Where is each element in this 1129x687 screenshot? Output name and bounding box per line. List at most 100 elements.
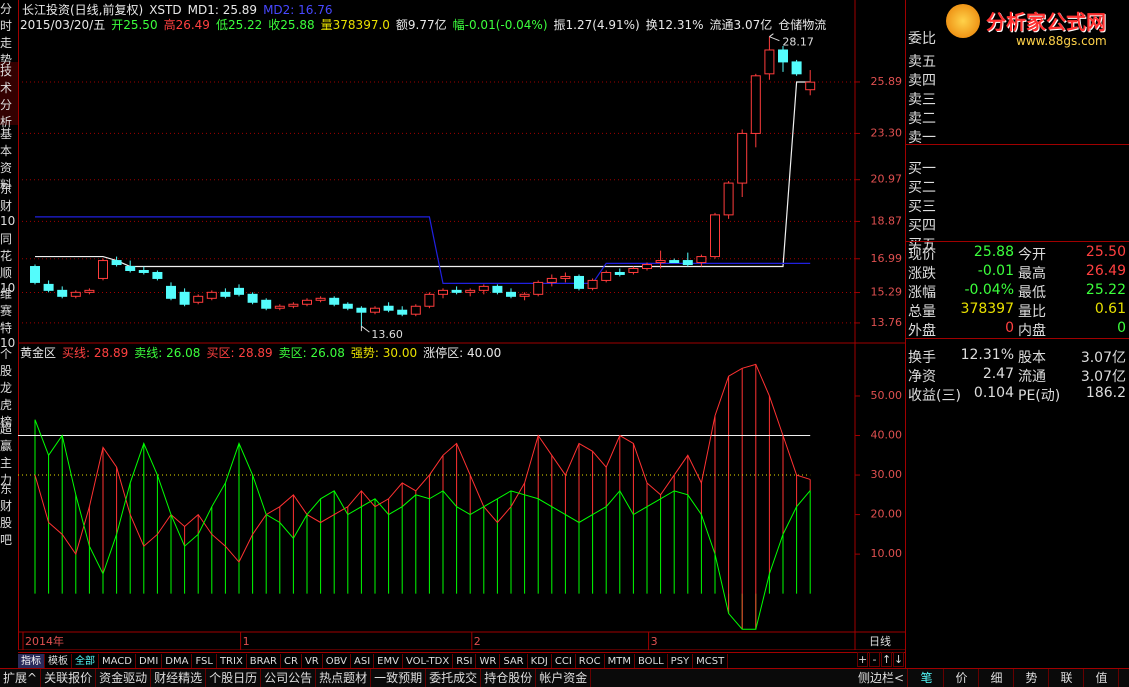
header-text: 额9.77亿: [395, 18, 447, 32]
indicator-tab[interactable]: WR: [476, 654, 501, 669]
bottom-tab[interactable]: 资金驱动: [96, 669, 152, 687]
indicator-tab[interactable]: EMV: [374, 654, 403, 669]
indicator-tab[interactable]: OBV: [323, 654, 351, 669]
candle-body: [315, 297, 326, 301]
header-text: 幅-0.01(-0.04%): [452, 18, 548, 32]
indicator-tab[interactable]: KDJ: [528, 654, 552, 669]
indicator-tab[interactable]: BOLL: [635, 654, 668, 669]
sidebar-tab[interactable]: 维赛特10: [0, 287, 16, 350]
y-tick-label: 10.00: [871, 547, 903, 560]
y-tick-label: 25.89: [871, 75, 903, 88]
x-tick-label: 2: [474, 635, 481, 648]
indicator-tab[interactable]: FSL: [192, 654, 217, 669]
panel-tab[interactable]: 联: [1050, 669, 1084, 687]
sidebar-tab[interactable]: 技术分析: [0, 62, 18, 129]
bottom-tab[interactable]: 帐户资金: [536, 669, 592, 687]
candle-body: [465, 289, 476, 293]
y-tick-label: 20.00: [871, 508, 903, 521]
order-book-label: 卖五: [908, 54, 936, 70]
indicator-tab[interactable]: MTM: [605, 654, 635, 669]
indicator-tab[interactable]: 模板: [45, 654, 72, 669]
bottom-tab[interactable]: 扩展^: [0, 669, 42, 687]
panel-tab[interactable]: 势: [1015, 669, 1049, 687]
indicator-tab[interactable]: DMA: [162, 654, 193, 669]
bottom-tab[interactable]: 持仓股份: [481, 669, 537, 687]
indicator-tab[interactable]: MCST: [693, 654, 729, 669]
indicator-tab[interactable]: 全部: [72, 654, 99, 669]
sidebar-tab[interactable]: 东财10: [0, 182, 16, 228]
indicator-tab[interactable]: VOL-TDX: [403, 654, 454, 669]
indicator-tab[interactable]: PSY: [668, 654, 694, 669]
candle-body: [546, 277, 557, 283]
header-text: 流通3.07亿: [709, 18, 773, 32]
zoom-button[interactable]: ↓: [893, 652, 904, 667]
quote-cell: 3.07亿: [1080, 369, 1126, 385]
logo-url: www.88gs.com: [1016, 34, 1107, 48]
sidebar-tab[interactable]: 同花顺10: [0, 232, 16, 295]
indicator-tab[interactable]: ROC: [576, 654, 605, 669]
header-text: MD2: 16.76: [263, 3, 333, 17]
quote-cell: 25.88: [973, 244, 1014, 260]
sidebar-tab[interactable]: 分时走势: [0, 2, 13, 67]
panel-tab[interactable]: 价: [945, 669, 979, 687]
indicator-tab[interactable]: SAR: [500, 654, 528, 669]
candle-body: [805, 81, 816, 91]
indicator-tab[interactable]: BRAR: [247, 654, 281, 669]
indicator-tab[interactable]: DMI: [136, 654, 163, 669]
candle-body: [642, 264, 652, 270]
candle-body: [43, 283, 54, 291]
info-bar: 2015/03/20/五 开25.50 高26.49 低25.22 收25.88 量378…: [20, 16, 832, 33]
header-text: 长江投资(日线,前复权): [22, 3, 144, 17]
candle-body: [383, 305, 394, 311]
candle-body: [84, 289, 95, 293]
bottom-tab[interactable]: 关联报价: [41, 669, 97, 687]
order-ratio: 委比: [908, 31, 936, 47]
candle-body: [710, 214, 720, 258]
bottom-tab[interactable]: 个股日历: [206, 669, 262, 687]
bottom-tab[interactable]: 委托成交: [426, 669, 482, 687]
sidebar-tab[interactable]: 个股龙虎榜: [0, 347, 13, 429]
quote-cell: 内盘: [1018, 323, 1046, 339]
panel-tab[interactable]: 笔: [910, 669, 944, 687]
annotation: 13.60: [371, 328, 403, 341]
indicator-tab[interactable]: RSI: [453, 654, 477, 669]
zoom-button[interactable]: +: [857, 652, 868, 667]
zoom-button[interactable]: ↑: [881, 652, 892, 667]
bottom-tab[interactable]: 公司公告: [261, 669, 317, 687]
indicator-tab[interactable]: VR: [302, 654, 323, 669]
candle-body: [438, 289, 448, 295]
indicator-header: 黄金区 买线: 28.89 卖线: 26.08 买区: 28.89 卖区: 26.08 强…: [20, 344, 507, 361]
indicator-tab[interactable]: TRIX: [217, 654, 247, 669]
candle-body: [682, 260, 693, 266]
y-tick-label: 20.97: [871, 173, 903, 186]
order-book-label: 买一: [908, 161, 936, 177]
panel-tab[interactable]: 细: [980, 669, 1014, 687]
candle-body: [519, 293, 530, 297]
candle-body: [220, 291, 231, 297]
panel-tab[interactable]: 值: [1085, 669, 1119, 687]
bottom-tab[interactable]: 热点题材: [316, 669, 372, 687]
bottom-tab[interactable]: 财经精选: [151, 669, 207, 687]
bottom-tab[interactable]: 一致预期: [371, 669, 427, 687]
sidebar-tab[interactable]: 超赢主力: [0, 422, 13, 487]
candle-body: [560, 275, 571, 279]
candle-body: [533, 281, 544, 295]
quote-cell: 量比: [1018, 304, 1046, 320]
quote-cell: 收益(三): [908, 388, 961, 404]
sidebar-toggle[interactable]: 侧边栏<: [855, 669, 909, 687]
indicator-tab[interactable]: 指标: [18, 654, 45, 669]
y-tick-label: 50.00: [871, 389, 903, 402]
candle-body: [125, 266, 136, 271]
sidebar-tab[interactable]: 基本资料: [0, 127, 13, 192]
sidebar-tab[interactable]: 东财股吧: [0, 482, 13, 547]
quote-cell: -0.01: [977, 263, 1014, 279]
candle-body: [193, 295, 204, 303]
indicator-tab[interactable]: CCI: [552, 654, 576, 669]
indicator-tab[interactable]: CR: [281, 654, 302, 669]
header-text: 开25.50: [111, 18, 158, 32]
y-tick-label: 15.29: [871, 286, 903, 299]
indicator-tab[interactable]: MACD: [99, 654, 136, 669]
zoom-button[interactable]: -: [869, 652, 880, 667]
quote-cell: 25.50: [1085, 244, 1126, 260]
indicator-tab[interactable]: ASI: [351, 654, 375, 669]
